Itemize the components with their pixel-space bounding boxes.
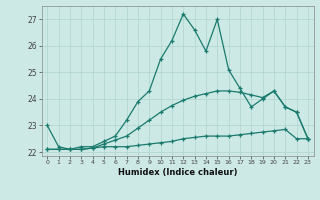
X-axis label: Humidex (Indice chaleur): Humidex (Indice chaleur) [118, 168, 237, 177]
